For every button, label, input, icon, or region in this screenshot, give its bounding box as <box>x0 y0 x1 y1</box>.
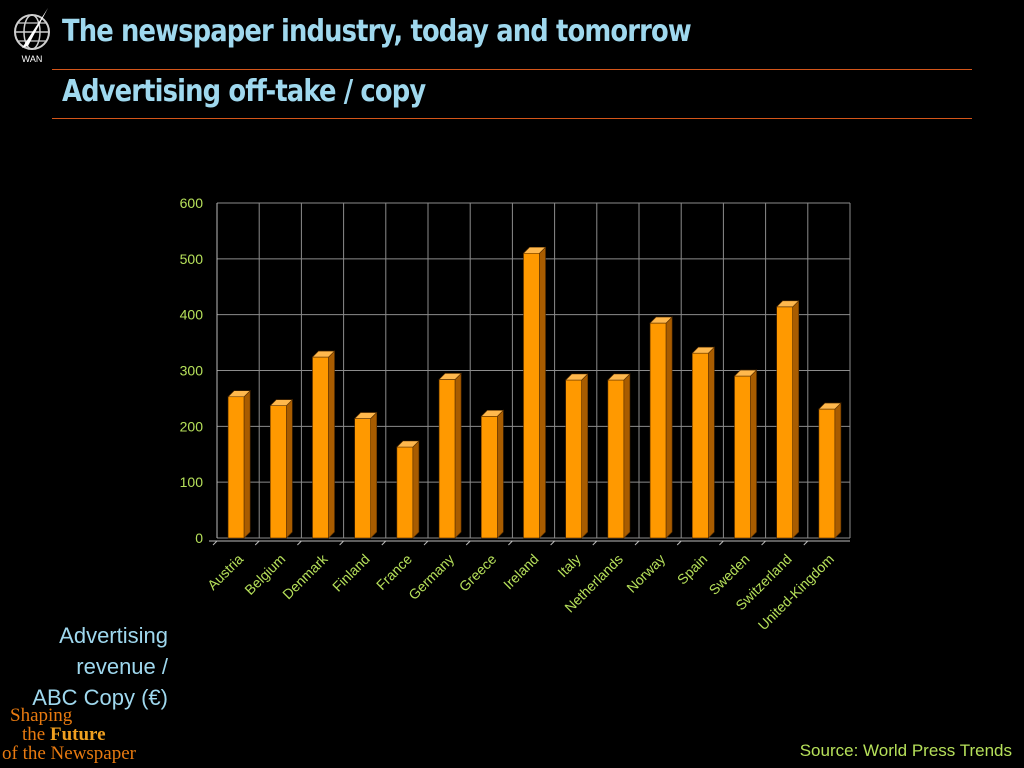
logo-text: WAN <box>22 54 43 64</box>
bar-top <box>818 402 842 410</box>
x-tick-label: Finland <box>329 551 373 595</box>
x-tick <box>803 540 809 546</box>
page-title: The newspaper industry, today and tomorr… <box>62 14 692 49</box>
bar-side <box>792 300 800 539</box>
y-tick-label: 200 <box>180 418 204 434</box>
x-tick-label: United-Kingdom <box>755 551 837 633</box>
x-tick <box>339 540 344 546</box>
bar-side <box>665 316 673 539</box>
x-tick <box>508 540 513 546</box>
bar-top <box>607 373 631 381</box>
bar-side <box>623 373 631 539</box>
source-note: Source: World Press Trends <box>799 741 1012 760</box>
bar-side <box>285 398 293 539</box>
bar-top <box>227 390 251 398</box>
bar-united-kingdom <box>818 408 836 539</box>
bar-austria <box>227 396 245 539</box>
bar-italy <box>565 379 583 539</box>
x-tick-label: Denmark <box>279 550 331 602</box>
title-divider <box>52 69 972 70</box>
bar-sweden <box>734 375 751 539</box>
bar-side <box>454 372 462 539</box>
bar-top <box>269 399 294 406</box>
bar-france <box>396 446 414 539</box>
x-tick-label: Norway <box>623 551 668 596</box>
bar-top <box>438 373 462 380</box>
bar-top <box>480 409 505 417</box>
bar-top <box>775 300 800 308</box>
bar-finland <box>354 418 372 539</box>
x-tick <box>254 540 260 546</box>
x-tick <box>423 540 429 546</box>
y-tick-label: 500 <box>180 251 204 267</box>
bar-denmark <box>312 356 329 539</box>
bar-side <box>412 440 420 539</box>
bar-top <box>564 373 589 381</box>
bar-side <box>370 411 378 539</box>
x-tick <box>212 540 218 546</box>
bar-side <box>750 369 757 539</box>
y-tick-label: 100 <box>180 474 204 490</box>
brand-line-3: of the Newspaper <box>2 743 137 764</box>
subtitle-divider <box>52 118 972 119</box>
y-tick-label: 400 <box>180 307 204 323</box>
bar-top <box>396 440 420 448</box>
bar-side <box>581 373 589 539</box>
y-tick-label: 300 <box>180 363 204 379</box>
x-tick-label: Germany <box>405 551 457 603</box>
y-axis-label: Advertising revenue / ABC Copy (€) <box>32 623 168 710</box>
y-tick-label: 0 <box>195 530 203 546</box>
brand-line-1: Shaping <box>10 705 73 726</box>
brand-line-2-bold: Future <box>49 724 106 745</box>
bar-top <box>649 316 673 324</box>
brand-line-2-prefix: the <box>22 724 46 745</box>
shaping-future-brand: Shaping the Future of the Newspaper <box>2 706 136 763</box>
x-tick-label: Italy <box>554 551 583 580</box>
bar-top <box>522 246 547 254</box>
brand-line-2: the Future <box>2 725 136 744</box>
bar-top <box>353 412 378 419</box>
bar-side <box>834 402 842 539</box>
bar-switzerland <box>776 306 794 539</box>
x-tick <box>465 540 471 546</box>
page-subtitle: Advertising off-take / copy <box>62 74 426 109</box>
x-tick <box>550 540 555 546</box>
x-tick <box>761 540 766 546</box>
bar-top <box>733 369 758 377</box>
bar-top <box>691 346 716 354</box>
x-tick-label: Greece <box>456 551 500 595</box>
bar-side <box>496 409 504 539</box>
x-tick-label: Spain <box>674 551 711 588</box>
bar-side <box>243 390 251 539</box>
bar-netherlands <box>607 379 625 539</box>
x-tick <box>719 540 724 546</box>
bar-belgium <box>269 405 287 539</box>
bar-side <box>328 350 335 539</box>
x-tick <box>634 540 640 546</box>
wan-logo: WAN <box>14 8 50 64</box>
x-tick <box>592 540 598 546</box>
bar-top <box>311 350 336 358</box>
bar-greece <box>480 415 498 539</box>
x-tick <box>676 540 682 546</box>
bar-side <box>707 346 715 539</box>
bar-side <box>539 246 546 539</box>
bar-norway <box>649 322 667 539</box>
x-tick <box>297 540 302 546</box>
y-tick-label: 600 <box>180 195 204 211</box>
bar-germany <box>438 379 456 539</box>
x-tick <box>381 540 387 546</box>
bar-ireland <box>523 252 540 539</box>
bar-spain <box>691 352 709 539</box>
x-tick-label: Ireland <box>500 551 542 593</box>
